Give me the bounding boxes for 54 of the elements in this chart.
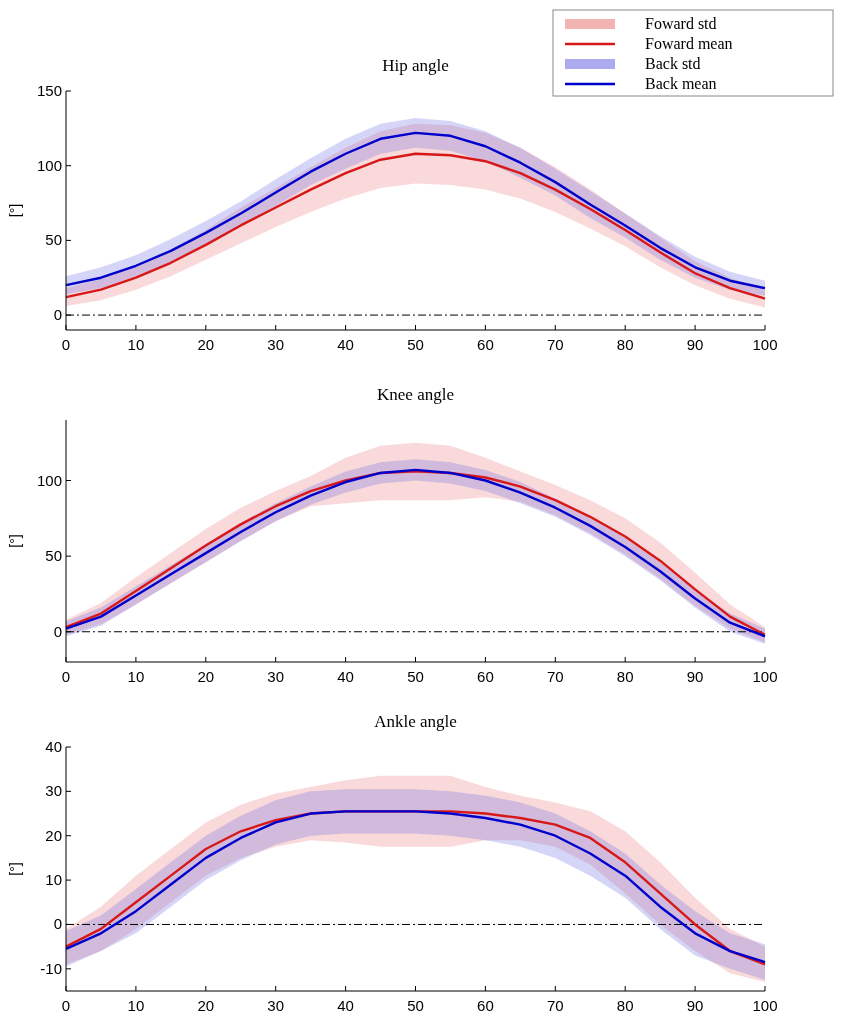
x-tick-label: 90 [686, 668, 704, 685]
x-tick-label: 50 [407, 336, 424, 353]
y-tick-label: 100 [36, 471, 62, 489]
x-tick-label: 10 [127, 336, 145, 353]
y-tick-label: 100 [36, 156, 62, 174]
x-tick-label: 70 [546, 336, 564, 353]
x-tick-label: 20 [197, 997, 215, 1014]
text: Foward std [645, 15, 717, 32]
x-tick-label: 30 [267, 336, 285, 353]
x-tick-label: 40 [337, 336, 354, 353]
x-tick-label: 90 [686, 997, 704, 1014]
y-axis-title: [°] [7, 862, 23, 876]
x-tick-label: 10 [127, 997, 145, 1014]
line-series [64, 152, 767, 300]
x-tick-label: 70 [546, 668, 564, 685]
legend-label: Foward mean [645, 35, 733, 52]
y-tick-label: 0 [53, 915, 62, 933]
x-tick-label: 100 [752, 997, 778, 1014]
y-tick-label: 150 [36, 82, 62, 99]
x-tick-label: 100 [752, 668, 778, 685]
x-tick-label: 100 [752, 336, 778, 353]
y-tick-label: 40 [45, 738, 62, 755]
y-tick-label: 0 [53, 622, 62, 640]
x-tick-label: 10 [127, 668, 145, 685]
x-tick-label: 40 [337, 997, 354, 1014]
x-tick-label: 70 [546, 997, 564, 1014]
x-tick-label: 60 [477, 336, 494, 353]
y-tick-label: 0 [53, 306, 62, 324]
y-axis-title: [°] [7, 203, 23, 218]
chart-title: Knee angle [377, 385, 454, 404]
x-tick-label: 90 [686, 336, 704, 353]
y-tick-label: 50 [45, 547, 62, 565]
x-tick-label: 80 [616, 336, 634, 353]
y-tick-label: -10 [40, 959, 62, 977]
x-tick-label: 20 [197, 668, 215, 685]
x-tick-label: 20 [197, 336, 215, 353]
x-tick-label: 30 [267, 997, 285, 1014]
y-tick-label: 10 [45, 871, 62, 889]
y-axis-title: [°] [7, 534, 23, 548]
x-tick-label: 80 [616, 668, 634, 685]
chart-title: Ankle angle [374, 712, 457, 731]
legend-label: Back mean [645, 75, 717, 92]
y-tick-label: 30 [45, 782, 62, 800]
x-tick-label: 60 [477, 997, 494, 1014]
x-tick-label: 40 [337, 668, 354, 685]
x-tick-label: 50 [407, 668, 424, 685]
chart-title: Hip angle [382, 56, 449, 75]
x-tick-label: 50 [407, 997, 424, 1014]
x-tick-label: 60 [477, 668, 494, 685]
y-tick-label: 20 [45, 826, 62, 844]
x-tick-label: 80 [616, 997, 634, 1014]
y-tick-label: 50 [45, 231, 62, 249]
text: Back std [645, 55, 701, 72]
x-tick-label: 30 [267, 668, 285, 685]
